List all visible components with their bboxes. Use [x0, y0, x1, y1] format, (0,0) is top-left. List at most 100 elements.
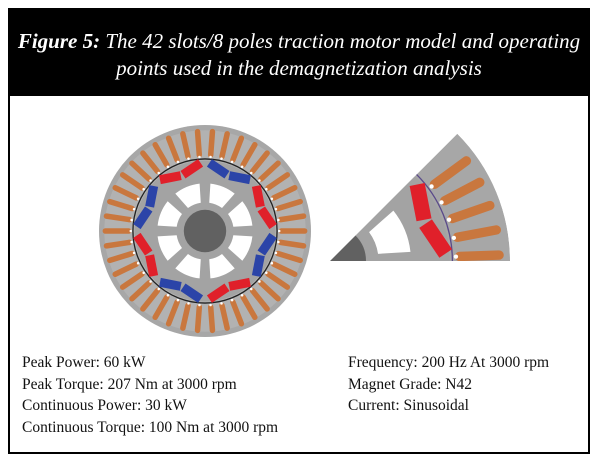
copper-winding-slot — [440, 177, 485, 206]
copper-winding-slot — [112, 185, 139, 201]
full-motor-cross-section — [99, 125, 311, 337]
slot-opening — [166, 293, 170, 297]
slot-opening — [142, 187, 145, 191]
magnet-north — [180, 159, 204, 179]
magnet-north — [257, 206, 277, 230]
spec-continuous-power: Continuous Power: 30 kW — [22, 397, 187, 414]
air-gap-line — [132, 158, 278, 304]
copper-winding-slot — [103, 239, 133, 249]
slot-opening — [132, 251, 136, 255]
copper-winding-slot — [249, 150, 270, 175]
slot-opening — [277, 218, 280, 222]
copper-winding-slot — [454, 250, 504, 261]
slot-opening — [187, 302, 190, 305]
copper-winding-slot — [240, 141, 258, 168]
slot-opening — [142, 271, 145, 275]
rotor-hub-hole — [157, 201, 182, 227]
slot-opening — [198, 155, 201, 159]
magnet-south — [180, 283, 204, 303]
spec-current: Current: Sinusoidal — [348, 397, 469, 414]
figure-caption: Figure 5: The 42 slots/8 poles traction … — [8, 8, 590, 96]
slot-opening — [136, 261, 140, 265]
slot-opening — [240, 165, 244, 169]
copper-winding-slot — [107, 198, 135, 212]
copper-winding-slot — [230, 299, 245, 327]
copper-winding-slot — [112, 261, 139, 277]
copper-winding-slot — [194, 128, 203, 158]
spec-frequency: Frequency: 200 Hz At 3000 rpm — [348, 354, 550, 371]
slot-opening — [270, 261, 274, 265]
slot-opening — [220, 157, 223, 160]
copper-winding-slot — [180, 131, 191, 160]
rotor-hub-hole — [175, 254, 201, 279]
slot-opening — [176, 298, 180, 302]
slot-opening — [230, 160, 234, 164]
copper-winding-slot — [265, 172, 291, 191]
slot-opening — [187, 157, 190, 160]
magnet-south — [251, 254, 265, 277]
spec-magnet-grade: Magnet Grade: N42 — [348, 375, 472, 393]
copper-winding-slot — [240, 294, 258, 321]
shaft — [330, 235, 366, 261]
magnet-south — [206, 159, 230, 179]
copper-winding-slot — [165, 135, 180, 163]
spec-continuous-torque: Continuous Torque: 100 Nm at 3000 rpm — [22, 418, 279, 436]
copper-winding-slot — [219, 131, 230, 160]
shaft — [183, 209, 227, 253]
slot-opening — [446, 217, 452, 222]
magnet-south — [257, 232, 277, 256]
rotor-hub-hole — [157, 235, 182, 261]
sector-content — [330, 133, 510, 261]
copper-winding-slot — [429, 156, 472, 189]
slot-opening — [157, 171, 161, 175]
slot-opening — [274, 251, 278, 255]
copper-winding-slot — [194, 304, 203, 334]
copper-winding-slot — [207, 304, 216, 334]
slot-opening — [258, 179, 261, 182]
rotor-hub-hole — [369, 210, 411, 254]
copper-winding-slot — [275, 198, 303, 212]
slot-opening — [230, 298, 234, 302]
slot-opening — [258, 280, 261, 283]
copper-winding-slot — [258, 160, 281, 182]
copper-winding-slot — [219, 302, 230, 331]
copper-winding-slot — [447, 200, 495, 224]
copper-winding-slot — [152, 294, 170, 321]
slot-opening — [176, 160, 180, 164]
rotor-hub-hole — [228, 201, 253, 227]
slot-opening — [277, 229, 281, 233]
slot-opening — [277, 240, 280, 244]
copper-winding-slot — [119, 271, 145, 290]
slot-opening — [198, 303, 201, 307]
copper-winding-slot — [103, 213, 133, 223]
rotor-hub-hole — [175, 183, 201, 208]
specs-right: Frequency: 200 Hz At 3000 rpm Magnet Gra… — [348, 352, 549, 417]
magnet-south — [228, 171, 251, 185]
copper-winding-slot — [271, 185, 298, 201]
slot-opening — [220, 302, 223, 305]
slot-opening — [270, 197, 274, 201]
slot-opening — [209, 303, 212, 307]
copper-winding-slot — [165, 299, 180, 327]
magnet-south — [133, 206, 153, 230]
spec-peak-torque: Peak Torque: 207 Nm at 3000 rpm — [22, 375, 237, 393]
slot-opening — [451, 235, 457, 241]
copper-winding-slot — [271, 261, 298, 277]
slot-opening — [136, 197, 140, 201]
copper-winding-slot — [207, 128, 216, 158]
slot-opening — [249, 287, 253, 291]
copper-winding-slot — [140, 150, 161, 175]
magnet-north — [251, 185, 265, 208]
copper-winding-slot — [230, 135, 245, 163]
slot-opening — [129, 229, 133, 233]
slot-opening — [453, 254, 459, 259]
motor-sector-model — [330, 133, 510, 261]
slot-opening — [274, 207, 278, 211]
slot-opening — [209, 155, 212, 159]
copper-winding-slot — [107, 250, 135, 264]
slot-opening — [130, 240, 133, 244]
copper-winding-slot — [452, 225, 502, 242]
copper-winding-slot — [152, 141, 170, 168]
slot-opening — [429, 184, 434, 189]
